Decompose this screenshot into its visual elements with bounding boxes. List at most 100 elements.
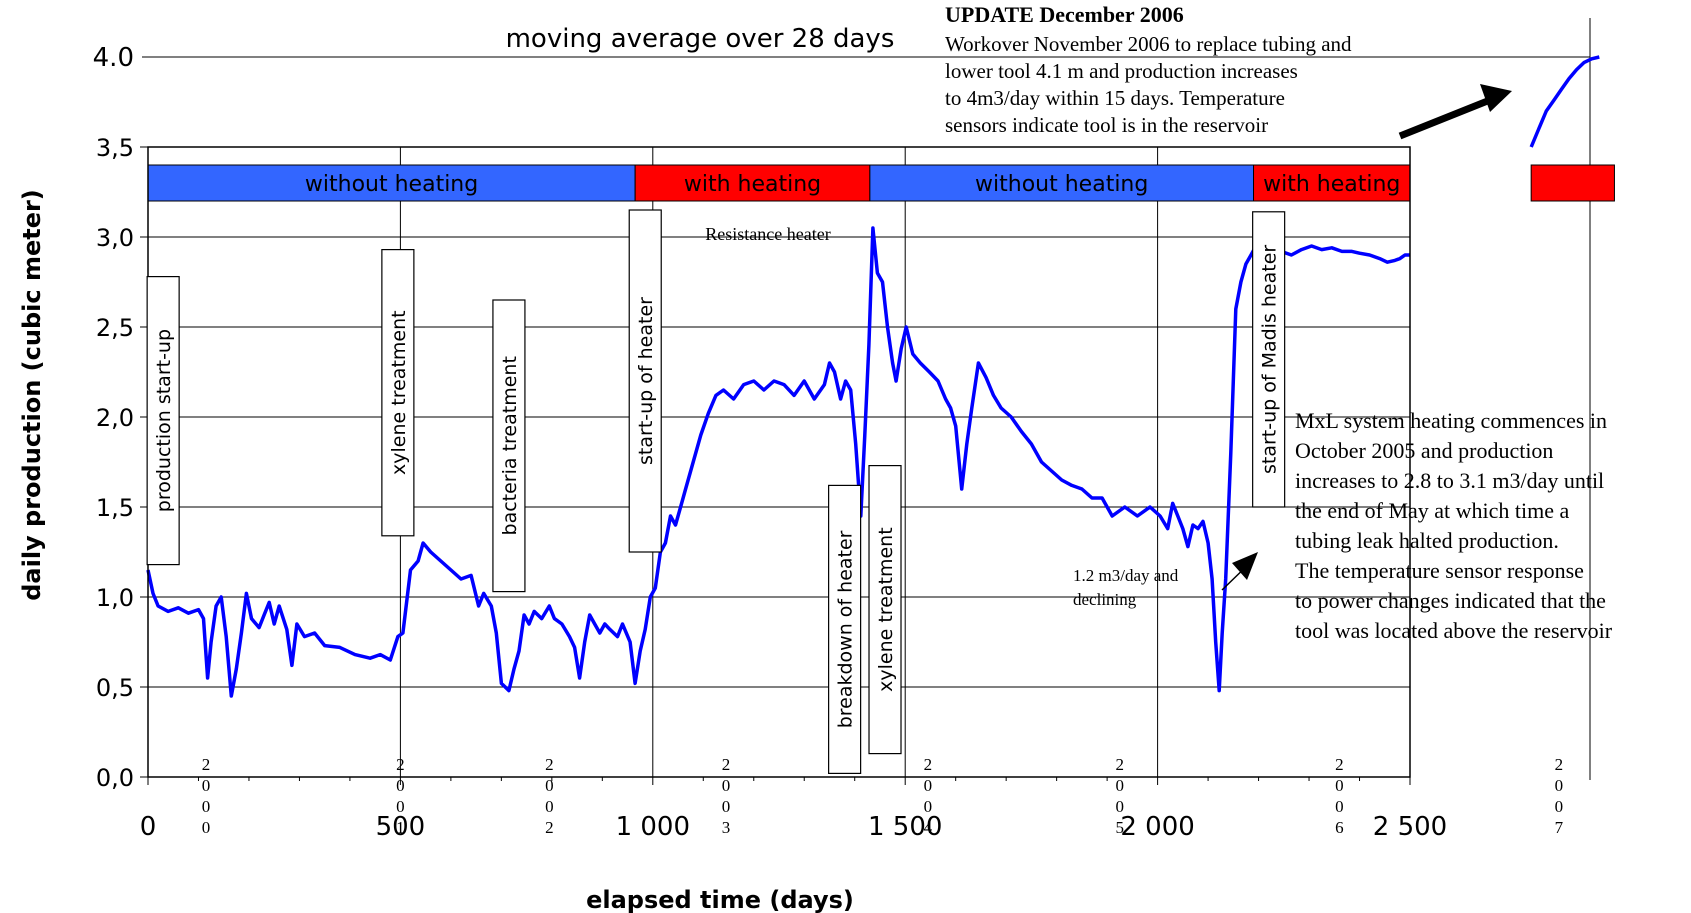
event-label-text: start-up of Madis heater <box>1259 245 1281 474</box>
phase-band: without heating <box>147 164 636 202</box>
annotation-mxl: the end of May at which time a <box>1295 498 1570 523</box>
annotation-mxl: October 2005 and production <box>1295 438 1553 463</box>
year-marker: 2005 <box>1115 755 1124 837</box>
year-digit: 7 <box>1555 818 1564 837</box>
y-tick-label: 3,5 <box>96 134 134 162</box>
event-label-text: breakdown of heater <box>835 530 857 728</box>
year-digit: 2 <box>545 818 554 837</box>
x-tick-label: 500 <box>376 812 426 842</box>
arrow-update-head <box>1480 84 1512 112</box>
year-digit: 0 <box>202 776 211 795</box>
phase-band <box>1530 164 1615 202</box>
event-label-text: xylene treatment <box>875 527 897 692</box>
event-label-box <box>828 484 862 774</box>
year-digit: 0 <box>1115 797 1124 816</box>
year-digit: 4 <box>924 818 933 837</box>
year-digit: 2 <box>1555 755 1564 774</box>
event-label-box <box>381 249 415 537</box>
annotation-mxl: increases to 2.8 to 3.1 m3/day until <box>1295 468 1604 493</box>
year-digit: 0 <box>202 797 211 816</box>
year-marker: 2006 <box>1335 755 1344 837</box>
year-digit: 2 <box>396 755 405 774</box>
phase-band-label: without heating <box>975 172 1148 197</box>
y-tick-label: 0,0 <box>96 764 134 792</box>
y-tick-label: 2,5 <box>96 314 134 342</box>
year-digit: 0 <box>924 797 933 816</box>
event-label-text: production start-up <box>153 329 175 512</box>
year-digit: 0 <box>722 776 731 795</box>
year-digit: 0 <box>396 797 405 816</box>
event-label-box <box>1252 211 1286 508</box>
event-label: bacteria treatment <box>492 299 526 593</box>
year-digit: 5 <box>1115 818 1124 837</box>
year-digit: 0 <box>722 797 731 816</box>
event-label-box <box>492 299 526 593</box>
y-axis-label: daily production (cubic meter) <box>18 189 46 601</box>
year-digit: 2 <box>202 755 211 774</box>
annotations: Resistance heater 1.2 m3/day and declining… <box>705 2 1612 643</box>
y-tick-label-extra: 4.0 <box>93 43 134 73</box>
year-digit: 0 <box>1555 776 1564 795</box>
year-digit: 2 <box>924 755 933 774</box>
event-label: xylene treatment <box>868 465 902 755</box>
year-digit: 2 <box>722 755 731 774</box>
y-axis: 0,0 0,5 1,0 1,5 2,0 2,5 3,0 3,5 4.0 <box>93 43 148 792</box>
phase-band: without heating <box>869 164 1255 202</box>
event-labels: production start-up xylene treatment bacte… <box>146 209 1286 774</box>
phase-band-rect <box>1530 164 1615 202</box>
phase-band: with heating <box>1253 164 1411 202</box>
annotation-update: lower tool 4.1 m and production increase… <box>945 59 1298 83</box>
y-tick-label: 1,0 <box>96 584 134 612</box>
x-tick-label: 1 000 <box>616 812 690 842</box>
arrow-update-shaft <box>1398 96 1492 140</box>
phase-band-label: with heating <box>1263 172 1400 197</box>
annotation-update: Workover November 2006 to replace tubing… <box>945 32 1352 56</box>
year-digit: 0 <box>1555 797 1564 816</box>
x-tick-label: 0 <box>140 812 157 842</box>
year-digit: 2 <box>545 755 554 774</box>
year-digit: 0 <box>1335 776 1344 795</box>
annotation-resistance-heater: Resistance heater <box>705 224 830 244</box>
event-label-box <box>628 209 662 553</box>
series-line <box>146 226 1410 698</box>
y-tick-label: 0,5 <box>96 674 134 702</box>
annotation-mxl: tubing leak halted production. <box>1295 528 1559 553</box>
event-label-text: bacteria treatment <box>499 356 521 535</box>
annotation-update: sensors indicate tool is in the reservoi… <box>945 113 1268 137</box>
event-label-text: xylene treatment <box>388 310 410 475</box>
phase-band: with heating <box>634 164 871 202</box>
event-label: start-up of Madis heater <box>1252 211 1286 508</box>
year-digit: 0 <box>924 776 933 795</box>
x-tick-label: 2 500 <box>1373 812 1447 842</box>
year-digit: 0 <box>396 776 405 795</box>
annotation-mxl: tool was located above the reservoir <box>1295 618 1613 643</box>
phase-band-label: with heating <box>684 172 821 197</box>
annotation-declining: 1.2 m3/day and <box>1073 566 1179 585</box>
event-label-text: start-up of heater <box>635 297 657 465</box>
y-tick-label: 3,0 <box>96 224 134 252</box>
x-tick-label: 2 000 <box>1120 812 1194 842</box>
year-digit: 3 <box>722 818 731 837</box>
x-tick-label: 1 500 <box>868 812 942 842</box>
annotation-update: to 4m3/day within 15 days. Temperature <box>945 86 1285 110</box>
year-digit: 6 <box>1335 818 1344 837</box>
annotation-mxl: to power changes indicated that the <box>1295 588 1606 613</box>
annotation-declining: declining <box>1073 590 1137 609</box>
year-digit: 2 <box>1335 755 1344 774</box>
event-label: production start-up <box>146 276 180 566</box>
y-tick-label: 2,0 <box>96 404 134 432</box>
phase-bands: without heating with heating without heati… <box>147 164 1615 202</box>
annotation-mxl: The temperature sensor response <box>1295 558 1584 583</box>
chart-title: moving average over 28 days <box>506 24 895 54</box>
event-label-box <box>146 276 180 566</box>
year-digit: 0 <box>1115 776 1124 795</box>
year-digit: 0 <box>202 818 211 837</box>
arrow-declining-head <box>1232 552 1258 580</box>
